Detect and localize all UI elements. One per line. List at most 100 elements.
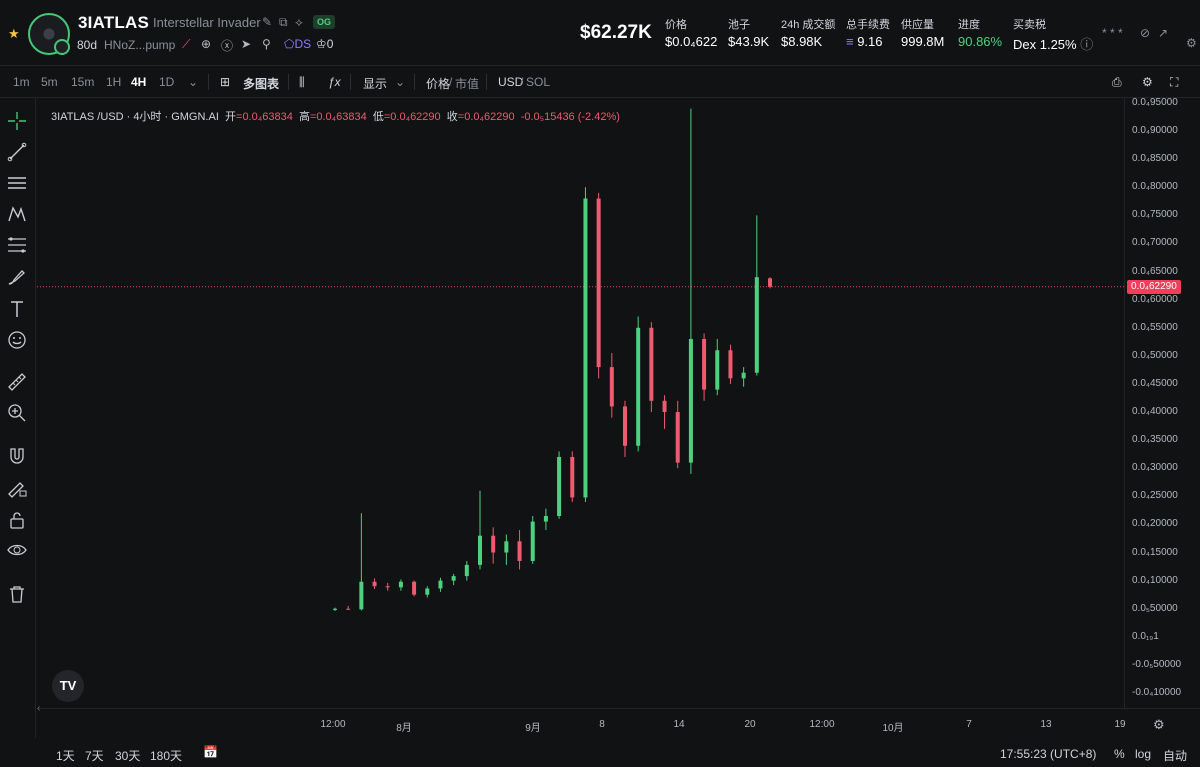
price-tick-label: 0.0₄40000 [1132, 406, 1178, 418]
chart-canvas[interactable]: 3IATLAS /USD · 4小时 · GMGN.AI 开 =0.0₄63834… [37, 98, 1124, 708]
interval-5m[interactable]: 5m [41, 75, 58, 89]
interval-4h[interactable]: 4H [131, 75, 147, 89]
display-button[interactable]: 显示 [363, 77, 388, 91]
info-icon[interactable]: ⓘ [1080, 37, 1094, 52]
legend-open-key: 开 [225, 111, 237, 123]
trash-icon[interactable] [6, 583, 30, 607]
candle [478, 490, 482, 570]
stat-tax: 买卖税 Dex 1.25% ⓘ [1013, 16, 1093, 53]
settings-icon[interactable]: ⚙ [1186, 36, 1197, 50]
crosshair-icon[interactable] [6, 110, 30, 134]
price-toggle[interactable]: 价格 [426, 77, 451, 91]
interval-1m[interactable]: 1m [13, 75, 30, 89]
mcap-toggle[interactable]: 市值 [455, 77, 480, 91]
percent-toggle[interactable]: % [1114, 747, 1125, 761]
eye-icon[interactable] [6, 539, 30, 563]
candle [438, 577, 443, 592]
tax-value: Dex 1.25% [1013, 37, 1077, 52]
interval-1h[interactable]: 1H [106, 75, 122, 89]
scroll-left-icon[interactable]: ‹ [37, 703, 41, 714]
fee-value: 9.16 [857, 34, 883, 49]
log-toggle[interactable]: log [1135, 747, 1152, 761]
candle-body [425, 588, 430, 595]
price-tick-label: 0.0₄75000 [1132, 209, 1178, 221]
dexscreener-link[interactable]: ⬠DS [284, 37, 312, 51]
candle-body [728, 350, 733, 379]
token-symbol: 3IATLAS [78, 13, 149, 32]
candle-body [478, 535, 482, 565]
auto-toggle[interactable]: 自动 [1163, 749, 1188, 763]
candle [583, 187, 588, 502]
stat-label: 总手续费 [846, 19, 890, 31]
candle-body [623, 406, 627, 446]
ruler-icon[interactable] [6, 371, 30, 395]
camera-icon[interactable]: ⎙ [1112, 75, 1122, 89]
telegram-icon[interactable]: ➤ [241, 37, 252, 51]
candle [754, 215, 759, 376]
chart-settings-icon[interactable]: ⚙ [1142, 75, 1153, 89]
hide-icon[interactable]: ⊘ [1140, 26, 1151, 40]
sol-toggle[interactable]: SOL [526, 75, 551, 89]
range-180d[interactable]: 180天 [150, 749, 183, 763]
lock-drawing-icon[interactable] [6, 477, 30, 501]
zoom-in-icon[interactable] [6, 402, 30, 426]
horizontal-lines-icon[interactable] [6, 172, 30, 196]
share-icon[interactable]: ⟡ [295, 15, 303, 29]
interval-1d[interactable]: 1D [159, 75, 175, 89]
axis-settings-icon[interactable]: ⚙ [1153, 717, 1165, 732]
toggle-slash: / [449, 75, 453, 89]
candle [543, 508, 548, 531]
interval-15m[interactable]: 15m [71, 75, 95, 89]
divider [350, 74, 351, 90]
candle-body [688, 339, 693, 463]
divider [208, 74, 209, 90]
time-axis[interactable]: ⚙ ‹ 12:00 8月 9月 8 14 20 12:00 10月 7 13 19 [37, 703, 1200, 738]
legend-high-key: 高 [298, 111, 310, 123]
legend-pair: 3IATLAS /USD · 4小时 · GMGN.AI [51, 111, 219, 123]
emoji-icon[interactable] [6, 329, 30, 353]
favorite-star-icon[interactable]: ★ [8, 26, 20, 41]
stat-value: $0.0₄622 [665, 34, 718, 49]
range-30d[interactable]: 30天 [115, 749, 141, 763]
indicators-icon[interactable]: ƒx [328, 75, 341, 89]
twitter-icon[interactable]: ⓧ [221, 39, 234, 53]
date-range-icon[interactable]: 📅 [203, 745, 218, 759]
candle-body [741, 372, 746, 379]
pump-icon[interactable]: ⟋ [182, 37, 191, 51]
interval-dropdown-chevron-icon[interactable]: ⌄ [188, 75, 199, 89]
lock-icon[interactable] [6, 509, 30, 533]
contract-address[interactable]: HNoZ...pump [104, 38, 176, 52]
copy-icon[interactable]: ⧉ [279, 15, 288, 29]
price-axis[interactable]: -0.0₄10000 -0.0₅50000 0.0₁₉1 0.0₅50000 0.0₄1… [1124, 97, 1200, 708]
search-icon[interactable]: ⚲ [262, 37, 271, 51]
add-chart-icon[interactable]: ⊞ [220, 75, 231, 89]
fib-icon[interactable] [6, 234, 30, 258]
external-link-icon[interactable]: ↗ [1158, 26, 1169, 40]
range-1d[interactable]: 1天 [56, 749, 75, 763]
candle-body [715, 350, 720, 390]
candle [636, 316, 641, 452]
time-tick-label: 10月 [882, 723, 904, 734]
trendline-icon[interactable] [6, 141, 30, 165]
fullscreen-icon[interactable]: ⛶ [1170, 75, 1179, 89]
price-tick-label: 0.0₄60000 [1132, 293, 1178, 305]
multi-chart-button[interactable]: 多图表 [243, 77, 280, 91]
price-tick-label: 0.0₄50000 [1132, 349, 1178, 361]
legend-high-value: =0.0₄63834 [309, 111, 367, 123]
candle [504, 534, 509, 565]
usd-toggle[interactable]: USD [498, 75, 524, 89]
brush-icon[interactable] [6, 266, 30, 290]
pattern-icon[interactable] [6, 203, 30, 227]
candlestick-plot[interactable] [37, 98, 1124, 708]
text-tool-icon[interactable] [6, 298, 30, 322]
token-avatar[interactable] [28, 13, 70, 55]
range-7d[interactable]: 7天 [85, 749, 104, 763]
tradingview-logo[interactable]: TV [52, 670, 84, 702]
edit-icon[interactable]: ✎ [262, 15, 273, 29]
stat-label: 进度 [958, 19, 980, 31]
website-globe-icon[interactable]: ⊕ [201, 37, 212, 51]
display-chevron-icon[interactable]: ⌄ [395, 75, 406, 89]
candle-type-icon[interactable]: ⫼ [299, 75, 305, 89]
candle-body [609, 367, 614, 407]
magnet-icon[interactable] [6, 445, 30, 469]
